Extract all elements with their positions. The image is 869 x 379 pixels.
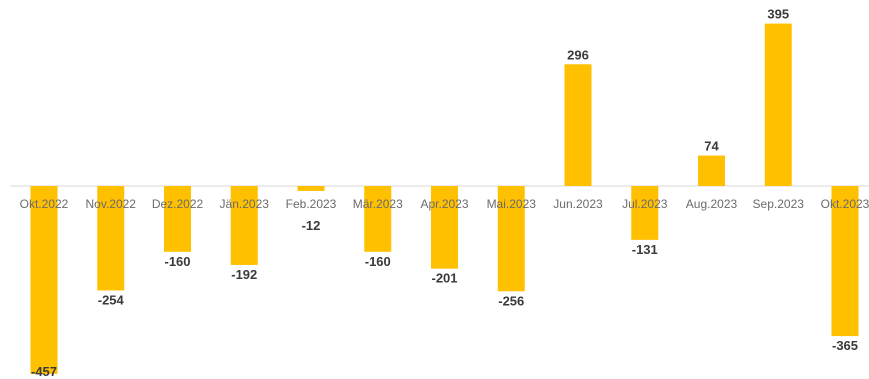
data-label: -365 bbox=[832, 338, 858, 353]
x-tick-labels: Okt.2022 Nov.2022 Dez.2022 Jän.2023 Feb.2023… bbox=[20, 197, 869, 211]
bar-Jun.2023 bbox=[564, 64, 592, 186]
x-tick-label: Dez.2022 bbox=[152, 197, 204, 211]
bar-Nov.2022 bbox=[97, 186, 125, 291]
bar-Feb.2023 bbox=[297, 186, 325, 191]
x-tick-label: Feb.2023 bbox=[286, 197, 337, 211]
data-label: -256 bbox=[498, 293, 524, 308]
data-label: -160 bbox=[164, 254, 190, 269]
bar-series bbox=[30, 23, 859, 374]
bar-Aug.2023 bbox=[698, 155, 725, 186]
data-label: -457 bbox=[31, 364, 57, 379]
x-tick-label: Sep.2023 bbox=[753, 197, 805, 211]
x-tick-label: Aug.2023 bbox=[686, 197, 738, 211]
x-tick-label: Okt.2022 bbox=[20, 197, 69, 211]
bar-Mär.2023 bbox=[364, 186, 392, 252]
x-tick-label: Okt.2023 bbox=[821, 197, 869, 211]
bar-Okt.2023 bbox=[831, 186, 859, 337]
x-tick-label: Nov.2022 bbox=[86, 197, 137, 211]
bar-Okt.2022 bbox=[30, 186, 58, 374]
bar-Dez.2022 bbox=[164, 186, 191, 252]
data-label: -192 bbox=[231, 267, 257, 282]
data-label: 395 bbox=[767, 7, 789, 22]
data-label: -160 bbox=[365, 254, 391, 269]
data-label: -131 bbox=[632, 242, 658, 257]
x-tick-label: Apr.2023 bbox=[420, 197, 468, 211]
data-label: -12 bbox=[302, 218, 321, 233]
x-tick-label: Jun.2023 bbox=[553, 197, 603, 211]
bar-Sep.2023 bbox=[764, 23, 792, 186]
x-tick-label: Mär.2023 bbox=[353, 197, 403, 211]
data-label: 74 bbox=[704, 139, 719, 154]
bar-Mai.2023 bbox=[497, 186, 525, 292]
data-label: 296 bbox=[567, 47, 589, 62]
x-tick-label: Mai.2023 bbox=[487, 197, 537, 211]
data-labels: -457 -254 -160 -192 -12 -160 -201 -256 296 -131 74… bbox=[31, 7, 858, 379]
x-tick-label: Jän.2023 bbox=[220, 197, 270, 211]
bar-Jul.2023 bbox=[631, 186, 659, 240]
data-label: -201 bbox=[431, 271, 457, 286]
bar-Jän.2023 bbox=[230, 186, 258, 265]
bar-Apr.2023 bbox=[431, 186, 458, 269]
x-tick-label: Jul.2023 bbox=[622, 197, 668, 211]
data-label: -254 bbox=[98, 292, 125, 307]
